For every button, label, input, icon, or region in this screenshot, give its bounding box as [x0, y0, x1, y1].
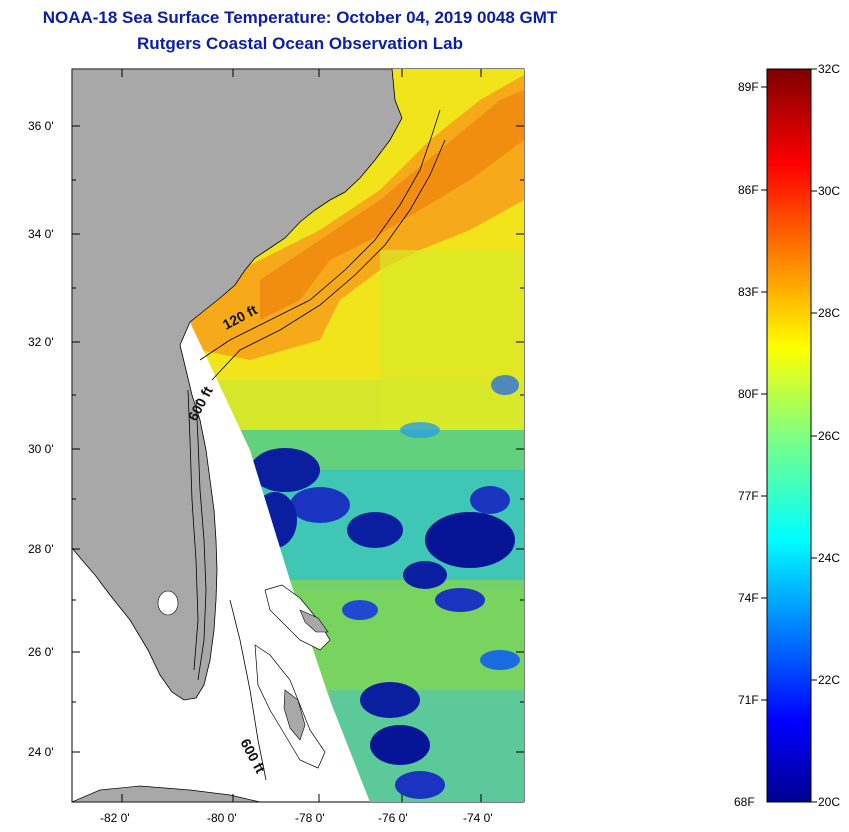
colorbar-label-80f: 80F	[738, 387, 759, 401]
colorbar-label-32c: 32C	[818, 62, 840, 76]
lat-label-28: 28 0'	[28, 542, 54, 556]
land-mainland	[72, 69, 403, 701]
lat-label-32: 32 0'	[28, 335, 54, 349]
colorbar-label-74f: 74F	[738, 591, 759, 605]
lat-label-26: 26 0'	[28, 645, 54, 659]
colorbar-label-68f: 68F	[734, 795, 755, 809]
colorbar-label-30c: 30C	[818, 184, 840, 198]
colorbar-label-22c: 22C	[818, 673, 840, 687]
lon-label-78: -78 0'	[295, 811, 325, 825]
lon-label-80: -80 0'	[207, 811, 237, 825]
lat-label-34: 34 0'	[28, 227, 54, 241]
colorbar-label-86f: 86F	[738, 183, 759, 197]
lon-label-82: -82 0'	[100, 811, 130, 825]
colorbar-label-26c: 26C	[818, 429, 840, 443]
colorbar-label-77f: 77F	[738, 489, 759, 503]
land-bahamas	[264, 584, 331, 651]
lon-label-74: -74 0'	[463, 811, 493, 825]
lat-label-36: 36 0'	[28, 119, 54, 133]
map-title: NOAA-18 Sea Surface Temperature: October…	[42, 8, 558, 27]
lat-label-24: 24 0'	[28, 745, 54, 759]
colorbar-label-71f: 71F	[738, 693, 759, 707]
colorbar-label-20c: 20C	[818, 795, 840, 809]
colorbar-label-24c: 24C	[818, 551, 840, 565]
lat-label-30: 30 0'	[28, 442, 54, 456]
frame-ticks	[72, 69, 524, 802]
map-subtitle: Rutgers Coastal Ocean Observation Lab	[137, 34, 463, 53]
colorbar-label-28c: 28C	[818, 306, 840, 320]
colorbar-label-89f: 89F	[738, 80, 759, 94]
depth-contours	[187, 109, 446, 781]
colorbar	[766, 68, 812, 803]
lon-label-76: -76 0'	[378, 811, 408, 825]
colorbar-label-83f: 83F	[738, 285, 759, 299]
